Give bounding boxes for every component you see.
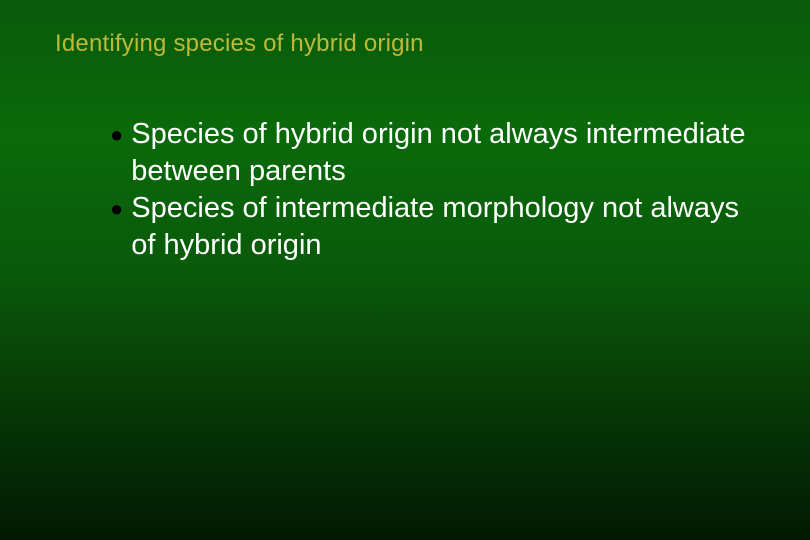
bullet-marker-icon: ● [110, 116, 123, 154]
bullet-item: ● Species of intermediate morphology not… [110, 190, 750, 264]
bullet-text: Species of intermediate morphology not a… [131, 190, 750, 264]
bullet-item: ● Species of hybrid origin not always in… [110, 116, 750, 190]
bullet-marker-icon: ● [110, 190, 123, 228]
slide-content: ● Species of hybrid origin not always in… [0, 116, 810, 264]
bullet-text: Species of hybrid origin not always inte… [131, 116, 750, 190]
slide-container: Identifying species of hybrid origin ● S… [0, 0, 810, 540]
slide-title: Identifying species of hybrid origin [0, 30, 810, 58]
